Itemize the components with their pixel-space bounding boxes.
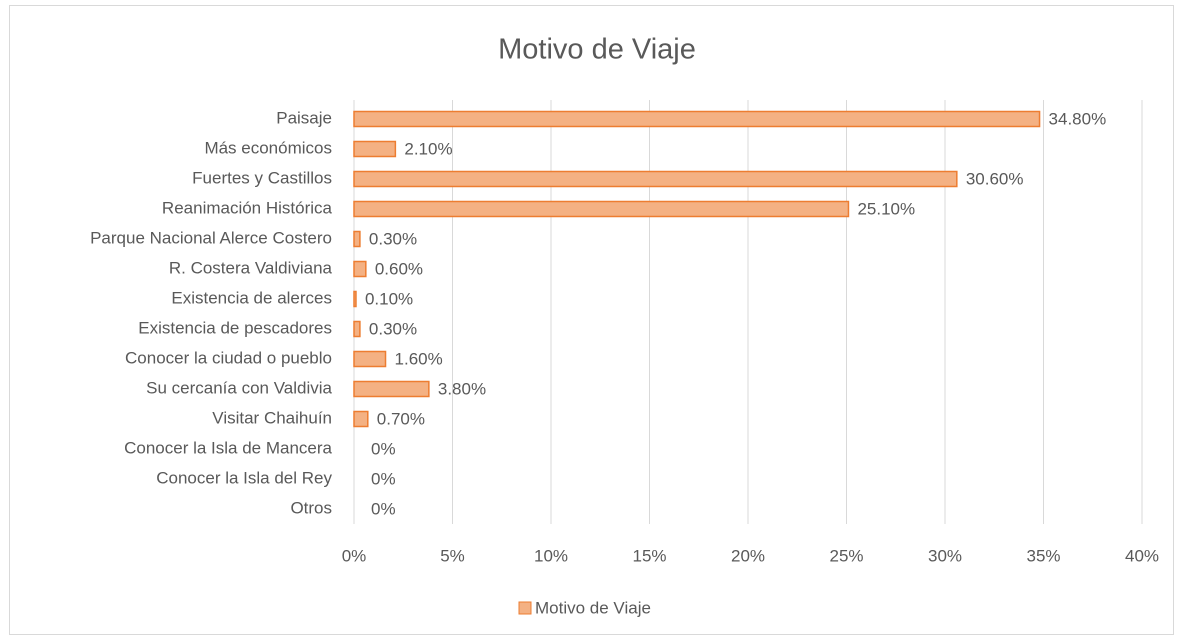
data-label: 0.60%	[375, 259, 423, 278]
x-tick-label: 40%	[1125, 546, 1159, 565]
x-tick-label: 25%	[829, 546, 863, 565]
y-tick-label: Más económicos	[204, 138, 332, 157]
data-label: 0.10%	[365, 289, 413, 308]
bar	[353, 140, 397, 158]
x-tick-label: 10%	[534, 546, 568, 565]
data-label: 34.80%	[1049, 109, 1107, 128]
y-tick-label: Fuertes y Castillos	[192, 168, 332, 187]
y-tick-label: Existencia de alerces	[171, 288, 332, 307]
x-tick-label: 5%	[440, 546, 465, 565]
data-label: 30.60%	[966, 169, 1024, 188]
bar	[353, 200, 850, 218]
bar	[353, 230, 361, 248]
data-label: 0%	[371, 439, 396, 458]
data-label: 0.70%	[377, 409, 425, 428]
legend-label: Motivo de Viaje	[535, 598, 651, 617]
y-tick-label: Existencia de pescadores	[138, 318, 332, 337]
data-label: 25.10%	[857, 199, 915, 218]
y-tick-label: Su cercanía con Valdivia	[146, 378, 332, 397]
bar	[353, 320, 361, 338]
bar	[353, 410, 369, 428]
y-tick-label: Conocer la ciudad o pueblo	[125, 348, 332, 367]
bar	[353, 170, 958, 188]
x-tick-label: 0%	[342, 546, 367, 565]
x-tick-label: 20%	[731, 546, 765, 565]
data-label: 2.10%	[404, 139, 452, 158]
legend-swatch	[518, 601, 532, 615]
y-tick-label: R. Costera Valdiviana	[169, 258, 333, 277]
data-label: 3.80%	[438, 379, 486, 398]
data-label: 0%	[371, 469, 396, 488]
chart-title: Motivo de Viaje	[498, 34, 696, 66]
x-tick-label: 35%	[1026, 546, 1060, 565]
y-tick-label: Otros	[290, 498, 332, 517]
x-tick-label: 15%	[632, 546, 666, 565]
data-label: 1.60%	[395, 349, 443, 368]
bar	[353, 290, 357, 308]
y-tick-label: Paisaje	[276, 108, 332, 127]
x-tick-label: 30%	[928, 546, 962, 565]
data-label: 0%	[371, 499, 396, 518]
bar	[353, 110, 1041, 128]
y-tick-label: Reanimación Histórica	[162, 198, 333, 217]
data-label: 0.30%	[369, 319, 417, 338]
bar	[353, 380, 430, 398]
y-tick-label: Conocer la Isla del Rey	[156, 468, 332, 487]
bar	[353, 260, 367, 278]
y-tick-label: Visitar Chaihuín	[212, 408, 332, 427]
data-label: 0.30%	[369, 229, 417, 248]
chart-border	[9, 5, 1174, 635]
bar	[353, 350, 387, 368]
y-tick-label: Parque Nacional Alerce Costero	[90, 228, 332, 247]
y-tick-label: Conocer la Isla de Mancera	[124, 438, 332, 457]
